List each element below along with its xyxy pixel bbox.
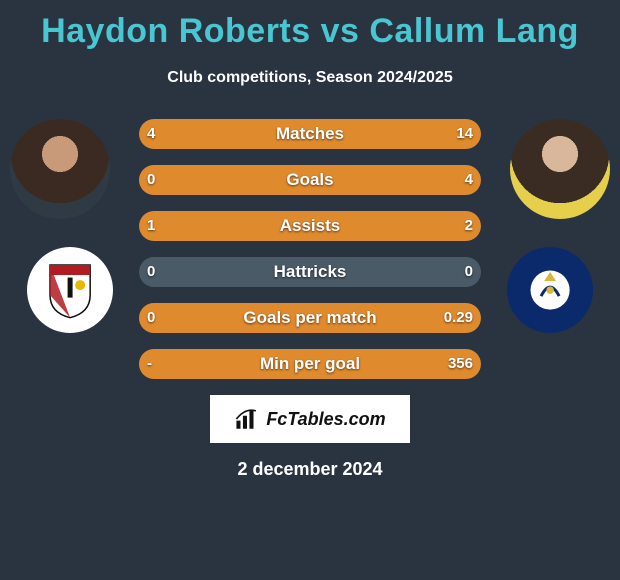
stats-list: 414Matches 04Goals 12Assists 00Hattricks 00.… <box>139 119 481 379</box>
player-left-avatar <box>10 119 110 219</box>
stat-row: 00.29Goals per match <box>139 303 481 333</box>
bristol-city-icon <box>40 260 100 320</box>
stat-label: Matches <box>139 119 481 149</box>
stat-row: 00Hattricks <box>139 257 481 287</box>
stat-label: Goals <box>139 165 481 195</box>
stat-row: 414Matches <box>139 119 481 149</box>
stat-label: Min per goal <box>139 349 481 379</box>
date-label: 2 december 2024 <box>0 459 620 480</box>
stat-label: Goals per match <box>139 303 481 333</box>
stat-row: -356Min per goal <box>139 349 481 379</box>
club-left-crest <box>27 247 113 333</box>
page-title: Haydon Roberts vs Callum Lang <box>0 0 620 51</box>
club-right-crest <box>507 247 593 333</box>
page-subtitle: Club competitions, Season 2024/2025 <box>0 69 620 87</box>
comparison-panel: 414Matches 04Goals 12Assists 00Hattricks 00.… <box>0 119 620 379</box>
stat-row: 12Assists <box>139 211 481 241</box>
stat-row: 04Goals <box>139 165 481 195</box>
player-right-avatar <box>510 119 610 219</box>
portsmouth-icon <box>520 260 580 320</box>
stat-label: Hattricks <box>139 257 481 287</box>
stat-label: Assists <box>139 211 481 241</box>
brand-badge: FcTables.com <box>210 395 410 443</box>
brand-label: FcTables.com <box>266 409 385 430</box>
brand-icon <box>234 406 260 432</box>
